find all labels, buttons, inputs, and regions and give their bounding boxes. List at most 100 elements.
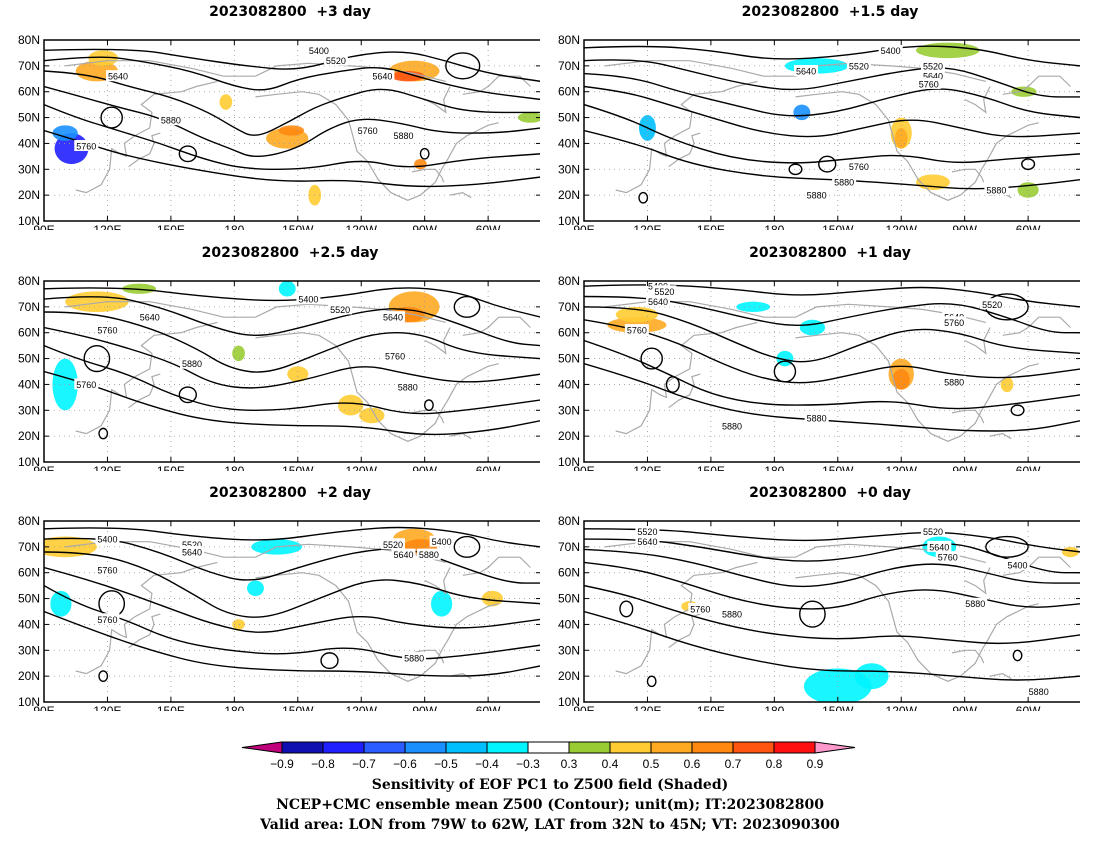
coastline: [75, 80, 218, 194]
contour-label-bg: [1026, 685, 1051, 697]
z500-contour: [584, 319, 1080, 384]
contour-label-bg: [927, 540, 952, 552]
contour-label: 5880: [419, 550, 439, 560]
lat-label: 30N: [558, 403, 580, 417]
sensitivity-shade: [916, 42, 980, 59]
sensitivity-shade: [232, 345, 245, 362]
lat-label: 30N: [18, 162, 40, 176]
coastline: [411, 649, 445, 664]
lon-label: 120W: [346, 704, 378, 711]
colorbar-tick-label: −0.8: [311, 757, 335, 771]
coastline: [951, 168, 985, 183]
plot-frame: [583, 520, 1080, 703]
z500-contour: [44, 566, 540, 633]
coastline: [449, 672, 472, 680]
coastline: [989, 432, 1012, 440]
lon-label: 120E: [633, 464, 661, 471]
contour-label-bg: [95, 613, 120, 625]
lon-label: 60W: [1016, 464, 1041, 471]
lat-label: 50N: [18, 592, 40, 606]
lon-label: 90W: [952, 223, 977, 230]
z500-contour-ring: [453, 535, 481, 558]
contour-label-bg: [935, 551, 960, 563]
lon-label: 90E: [33, 464, 54, 471]
colorbar-tick-label: 0.5: [643, 757, 660, 771]
colorbar-tick-label: 0.4: [602, 757, 619, 771]
z500-contour: [44, 296, 540, 347]
plot-area: [584, 281, 1080, 462]
lon-label: 150W: [282, 464, 314, 471]
contour-label: 5880: [965, 599, 985, 609]
z500-contour: [44, 370, 540, 436]
z500-contour: [584, 306, 1080, 363]
coastline: [668, 132, 701, 168]
lat-label: 40N: [558, 136, 580, 150]
sensitivity-shade: [736, 301, 771, 313]
contour-label-bg: [635, 535, 660, 547]
coastline: [964, 567, 991, 595]
contour-label-bg: [942, 316, 967, 328]
lon-label: 120E: [93, 464, 121, 471]
coastline: [795, 332, 1039, 442]
contour-label: 5640: [140, 313, 160, 323]
z500-contour: [584, 548, 1080, 588]
contour-label: 5760: [627, 326, 647, 336]
sensitivity-shade: [1000, 376, 1014, 393]
contour-label-bg: [624, 324, 649, 336]
plot-frame: [43, 280, 540, 463]
z500-contour: [584, 103, 1080, 164]
sensitivity-shade: [431, 590, 453, 617]
lon-label: 150E: [697, 704, 725, 711]
z500-contour-ring: [445, 52, 481, 80]
lon-label: 120W: [346, 464, 378, 471]
lat-label: 60N: [18, 85, 40, 99]
contour-label-bg: [652, 285, 677, 297]
lon-label: 150W: [822, 464, 854, 471]
coastline: [462, 316, 531, 336]
coastline: [411, 168, 445, 183]
map-panel-plus0: 2023082800 +0 day 5520 5640 5520 5640 5760 54…: [540, 481, 1080, 711]
contour-label-bg: [846, 160, 871, 172]
lon-label: 150E: [157, 704, 185, 711]
lat-label: 60N: [18, 326, 40, 340]
sensitivity-shade: [337, 394, 364, 416]
panel-title: 2023082800 +1 day: [749, 245, 911, 261]
sensitivity-shade: [52, 358, 78, 411]
sensitivity-shade: [278, 281, 296, 297]
sensitivity-shade: [803, 668, 872, 702]
lat-label: 30N: [558, 643, 580, 657]
map-panel-plus1-5: 2023082800 +1.5 day 5400 5520 5640 5520 5640…: [540, 0, 1080, 230]
sensitivity-shade: [287, 366, 309, 382]
lat-label: 10N: [558, 455, 580, 469]
plot-frame: [43, 39, 540, 222]
z500-contour-ring: [619, 600, 634, 618]
contour-label: 5520: [923, 61, 943, 71]
contour-label: 5760: [938, 553, 958, 563]
sensitivity-shade: [247, 580, 264, 596]
sensitivity-shade: [481, 590, 503, 607]
z500-contour-ring: [638, 191, 649, 204]
contour-label-bg: [720, 608, 745, 620]
lat-label: 60N: [558, 326, 580, 340]
lat-label: 20N: [18, 669, 40, 683]
lon-label: 150E: [697, 223, 725, 230]
sensitivity-shade: [892, 368, 910, 390]
contour-label-bg: [920, 59, 945, 71]
z500-contour-ring: [178, 386, 197, 404]
lon-label: 120W: [886, 464, 918, 471]
z500-contour: [44, 70, 540, 136]
contour-label-bg: [878, 44, 903, 56]
lat-label: 10N: [18, 695, 40, 709]
map-panel-plus2: 2023082800 +2 day 5400 5520 5640 5400 5520 56…: [0, 481, 540, 711]
colorbar-tick-label: −0.3: [516, 757, 540, 771]
panel-title: 2023082800 +0 day: [749, 485, 911, 501]
coastline: [615, 321, 758, 435]
contour-label: 5760: [919, 79, 939, 89]
z500-contour-ring: [100, 106, 123, 129]
contour-label-bg: [95, 324, 120, 336]
z500-contour: [44, 56, 540, 101]
z500-contour: [584, 85, 1080, 138]
z500-contour: [584, 284, 1080, 308]
z500-contour: [584, 610, 1080, 681]
